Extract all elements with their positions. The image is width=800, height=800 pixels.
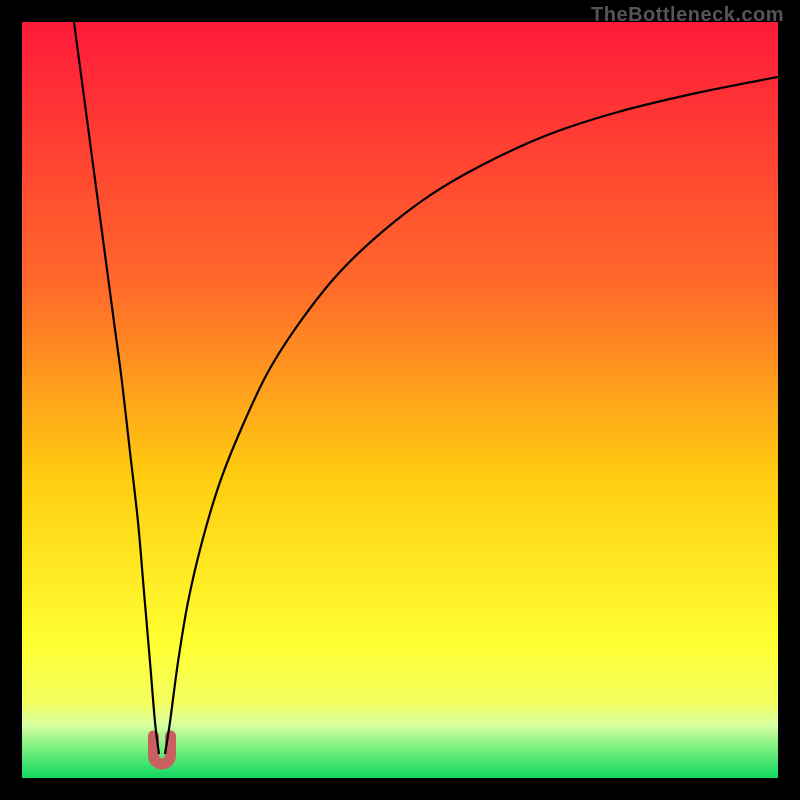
- heat-gradient-background: [22, 22, 778, 778]
- attribution-text: TheBottleneck.com: [591, 4, 784, 27]
- bottleneck-curve-plot: [22, 22, 778, 778]
